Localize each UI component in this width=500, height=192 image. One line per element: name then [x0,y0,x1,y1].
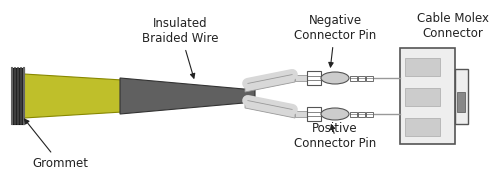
Bar [366,112,373,117]
Bar [455,69,468,124]
Polygon shape [245,100,295,118]
Text: Negative
Connector Pin: Negative Connector Pin [294,14,376,67]
Text: Grommet: Grommet [24,119,88,170]
Bar [457,92,465,112]
Text: Positive
Connector Pin: Positive Connector Pin [294,122,376,150]
Bar [12,68,24,124]
Bar [358,112,365,117]
Polygon shape [245,74,295,92]
Bar [295,75,307,81]
Text: Insulated
Braided Wire: Insulated Braided Wire [142,17,218,78]
Bar [405,118,440,136]
Bar [405,58,440,76]
Bar [405,88,440,106]
Ellipse shape [321,108,349,120]
Bar [307,71,321,85]
Polygon shape [24,74,155,118]
Bar [350,112,357,117]
Ellipse shape [321,72,349,84]
Bar [350,75,357,80]
Bar [307,107,321,121]
Bar [400,48,455,144]
Bar [358,75,365,80]
Bar [295,111,307,117]
Bar [366,75,373,80]
Polygon shape [120,78,255,114]
Text: Cable Molex
Connector: Cable Molex Connector [417,12,489,40]
